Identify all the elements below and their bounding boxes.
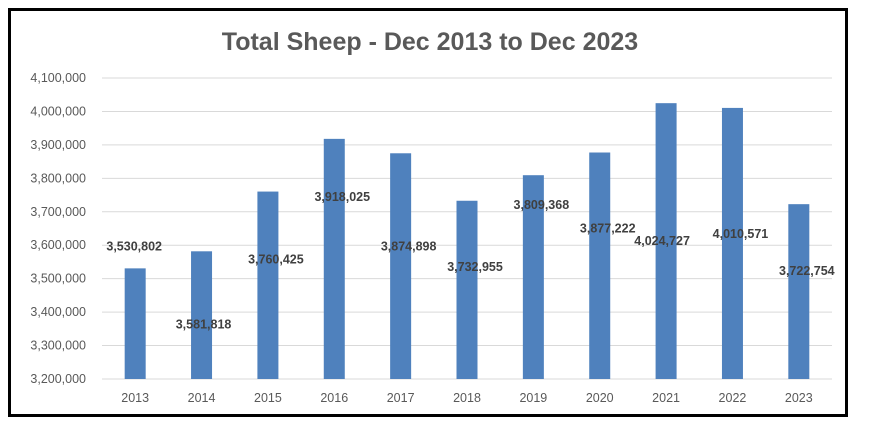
chart-title: Total Sheep - Dec 2013 to Dec 2023	[222, 28, 638, 56]
x-tick-label: 2021	[652, 391, 680, 405]
y-tick-label: 3,600,000	[30, 238, 86, 252]
data-label-2022: 4,010,571	[713, 227, 769, 241]
x-axis-ticks: 2013 2014 2015 2016 2017 2018 2019 2020 2021 2022…	[121, 391, 812, 405]
data-label-2015: 3,760,425	[248, 253, 304, 267]
x-tick-label: 2017	[387, 391, 415, 405]
x-tick-label: 2015	[254, 391, 282, 405]
chart-frame	[8, 8, 848, 417]
data-label-2016: 3,918,025	[314, 190, 370, 204]
x-tick-label: 2013	[121, 391, 149, 405]
x-tick-label: 2022	[719, 391, 747, 405]
x-tick-label: 2020	[586, 391, 614, 405]
y-tick-label: 4,100,000	[30, 71, 86, 85]
gridlines	[102, 77, 832, 380]
y-tick-label: 4,000,000	[30, 104, 86, 118]
y-axis-ticks: 3,200,000 3,300,000 3,400,000 3,500,000 3,60…	[30, 71, 86, 386]
x-tick-label: 2016	[320, 391, 348, 405]
bar-2018	[456, 200, 478, 379]
y-tick-label: 3,400,000	[30, 305, 86, 319]
bar-2019	[522, 175, 544, 379]
bar-2014	[191, 251, 213, 379]
data-label-2023: 3,722,754	[779, 264, 835, 278]
data-label-2021: 4,024,727	[634, 234, 690, 248]
data-label-2013: 3,530,802	[106, 239, 162, 253]
data-label-2020: 3,877,222	[580, 222, 636, 236]
y-tick-label: 3,800,000	[30, 171, 86, 185]
y-tick-label: 3,300,000	[30, 339, 86, 353]
bar-2020	[589, 152, 611, 379]
data-label-2014: 3,581,818	[176, 317, 232, 331]
x-tick-label: 2014	[188, 391, 216, 405]
y-tick-label: 3,500,000	[30, 272, 86, 286]
x-tick-label: 2023	[785, 391, 813, 405]
bar-2022	[721, 107, 743, 380]
bar-2013	[124, 268, 146, 379]
bar-2023	[788, 204, 810, 379]
bar-2017	[390, 153, 412, 379]
bars	[124, 103, 810, 380]
y-tick-label: 3,200,000	[30, 372, 86, 386]
bar-2021	[655, 103, 677, 380]
y-tick-label: 3,900,000	[30, 138, 86, 152]
y-tick-label: 3,700,000	[30, 205, 86, 219]
bar-2016	[323, 138, 345, 379]
data-label-2017: 3,874,898	[381, 239, 437, 253]
x-tick-label: 2018	[453, 391, 481, 405]
data-labels: 3,530,802 3,581,818 3,760,425 3,918,025 3,87…	[106, 190, 834, 331]
data-label-2018: 3,732,955	[447, 260, 503, 274]
x-tick-label: 2019	[519, 391, 547, 405]
data-label-2019: 3,809,368	[514, 198, 570, 212]
bar-2015	[257, 191, 279, 379]
